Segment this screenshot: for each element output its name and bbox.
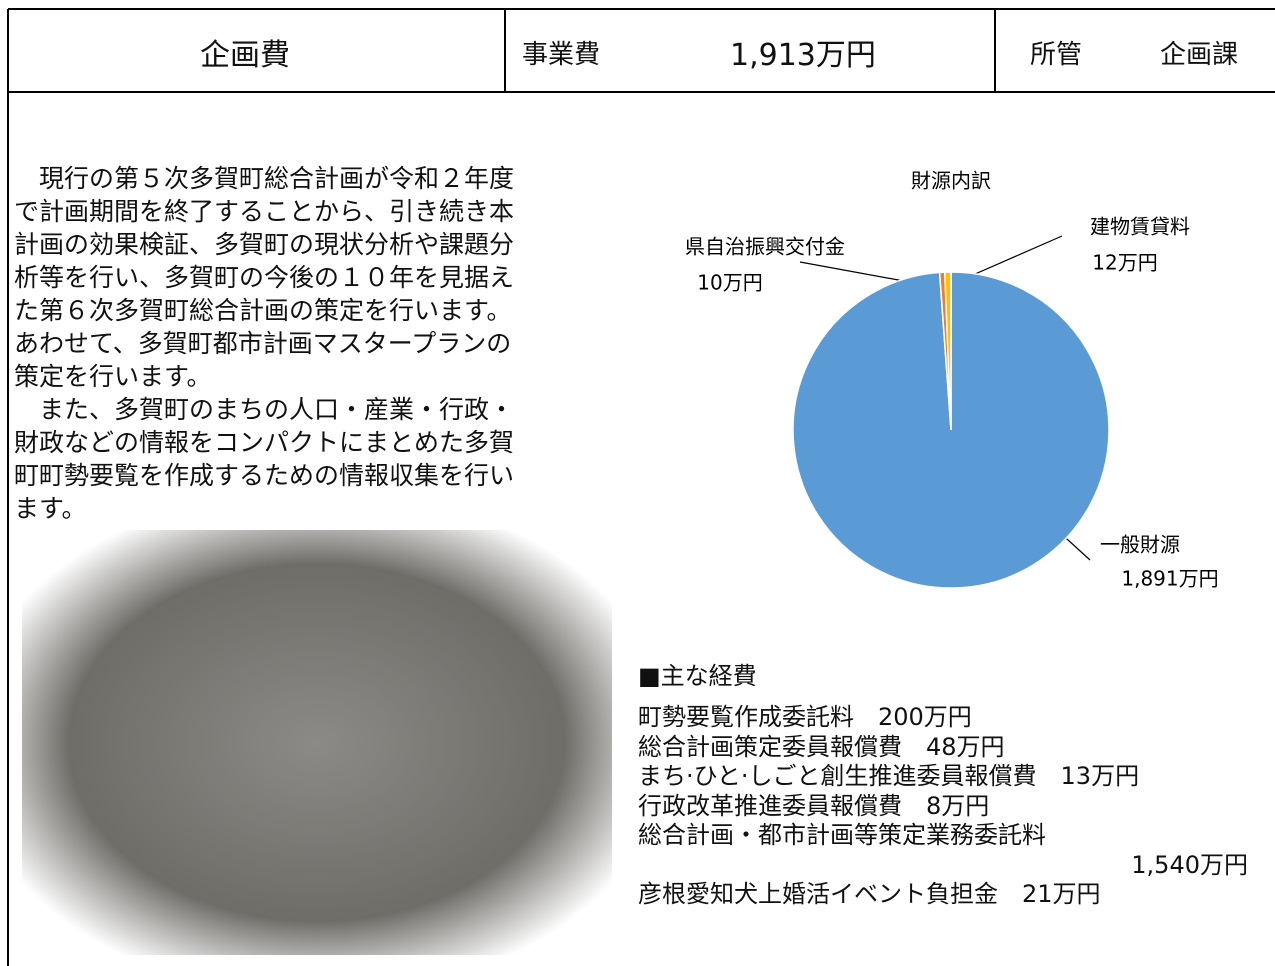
cost-label: 事業費 — [522, 40, 601, 70]
body-line: 計画の効果検証、多賀町の現状分析や課題分 — [14, 230, 515, 259]
body-line: 析等を行い、多賀町の今後の１０年を見据え — [14, 263, 515, 292]
slice-value: 1,891万円 — [1121, 567, 1218, 591]
header-title: 企画費 — [200, 38, 290, 73]
body-line: た第６次多賀町総合計画の策定を行います。 — [14, 296, 512, 325]
slice-value: 10万円 — [697, 271, 762, 295]
expense-line: 行政改革推進委員報償費 8万円 — [638, 791, 990, 820]
expense-line: 1,540万円 — [1131, 850, 1248, 879]
dept-label: 所管 — [1030, 40, 1083, 70]
body-line: また、多賀町のまちの人口・産業・行政・ — [14, 395, 515, 424]
body-line: 財政などの情報をコンパクトにまとめた多賀 — [14, 428, 515, 457]
slice-label: 県自治振興交付金 — [685, 235, 845, 259]
expense-line: 町勢要覧作成委託料 200万円 — [638, 703, 972, 731]
chart-title: 財源内訳 — [911, 169, 991, 193]
expense-line: 総合計画・都市計画等策定業務委託料 — [638, 821, 1046, 849]
cost: 1,913万円 — [730, 38, 876, 73]
expense-line: 彦根愛知犬上婚活イベント負担金 21万円 — [638, 880, 1101, 908]
body-line: 策定を行います。 — [14, 362, 212, 391]
photo — [22, 530, 612, 955]
pie-slice — [943, 271, 952, 431]
slice-value: 12万円 — [1092, 251, 1157, 275]
slice-label: 建物賃貸料 — [1090, 215, 1190, 239]
body-line: で計画期間を終了することから、引き続き本 — [14, 197, 515, 226]
expense-line: まち·ひと·しごと創生推進委員報償費 13万円 — [638, 762, 1140, 790]
body-line: 現行の第５次多賀町総合計画が令和２年度 — [14, 164, 515, 193]
body-line: ます。 — [14, 494, 87, 523]
pie — [792, 271, 1110, 589]
frame — [7, 8, 1275, 966]
dept: 企画課 — [1160, 40, 1239, 70]
body-line: 町町勢要覧を作成するための情報収集を行い — [14, 461, 515, 490]
expenses-heading: ■主な経費 — [638, 662, 757, 690]
body-line: あわせて、多賀町都市計画マスタープランの — [14, 329, 512, 358]
expense-line: 総合計画策定委員報償費 48万円 — [638, 732, 1005, 761]
slice-label: 一般財源 — [1100, 533, 1180, 557]
